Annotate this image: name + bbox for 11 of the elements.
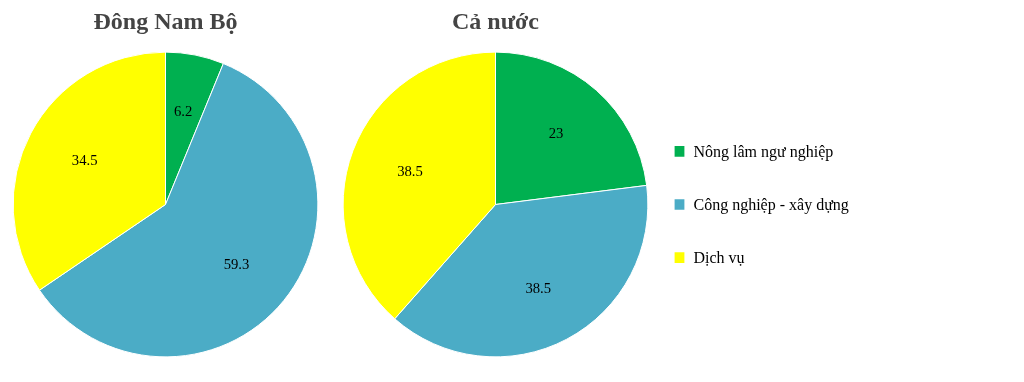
data-label: 34.5	[71, 152, 98, 169]
chart-title: Cả nước	[451, 7, 540, 34]
legend-label: Dịch vụ	[693, 249, 745, 267]
legend-label: Công nghiệp - xây dựng	[693, 196, 849, 214]
data-label: 6.2	[174, 103, 193, 120]
data-label: 38.5	[397, 162, 423, 179]
data-label: 59.3	[223, 256, 250, 273]
data-label: 38.5	[525, 280, 552, 297]
chart-title: Đông Nam Bộ	[93, 7, 238, 34]
legend-label: Nông lâm ngư nghiệp	[693, 142, 834, 161]
data-label: 23	[548, 125, 564, 142]
